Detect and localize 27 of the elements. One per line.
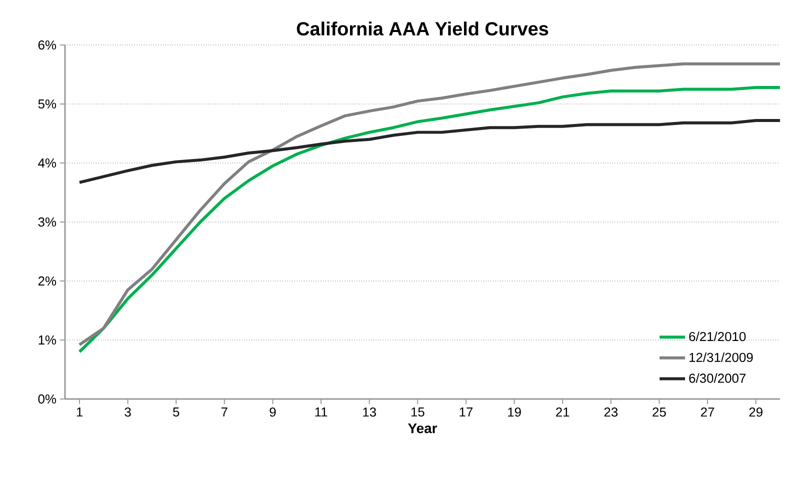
x-tick-label: 19 [508, 408, 521, 417]
x-tick-label: 11 [315, 408, 328, 416]
x-tick-label: 17 [460, 408, 473, 416]
x-tick-label: 29 [749, 408, 762, 417]
legend-label: 12/31/2009 [690, 352, 753, 362]
y-tick-label: 3% [38, 217, 56, 227]
x-tick-label: 15 [411, 408, 424, 417]
y-tick-label: 0% [38, 394, 56, 404]
x-tick-label: 5 [173, 408, 180, 417]
y-tick-label: 1% [38, 335, 56, 345]
y-tick-label: 5% [38, 99, 56, 109]
x-tick-label: 13 [363, 408, 376, 417]
legend-label: 6/30/2007 [689, 373, 746, 383]
x-axis-title: Year [408, 424, 438, 434]
x-tick-label: 9 [270, 408, 276, 417]
x-tick-label: 27 [700, 408, 714, 417]
x-tick-label: 21 [556, 408, 570, 417]
x-tick-label: 25 [652, 408, 666, 417]
y-tick-label: 2% [38, 276, 56, 286]
y-tick-label: 6% [38, 40, 56, 50]
x-tick-label: 7 [222, 408, 228, 416]
legend-label: 6/21/2010 [689, 332, 746, 342]
x-tick-label: 23 [604, 408, 618, 417]
x-tick-label: 1 [76, 408, 82, 416]
x-tick-label: 3 [124, 408, 131, 417]
y-tick-label: 4% [38, 158, 56, 168]
chart-title: California AAA Yield Curves [296, 22, 548, 36]
